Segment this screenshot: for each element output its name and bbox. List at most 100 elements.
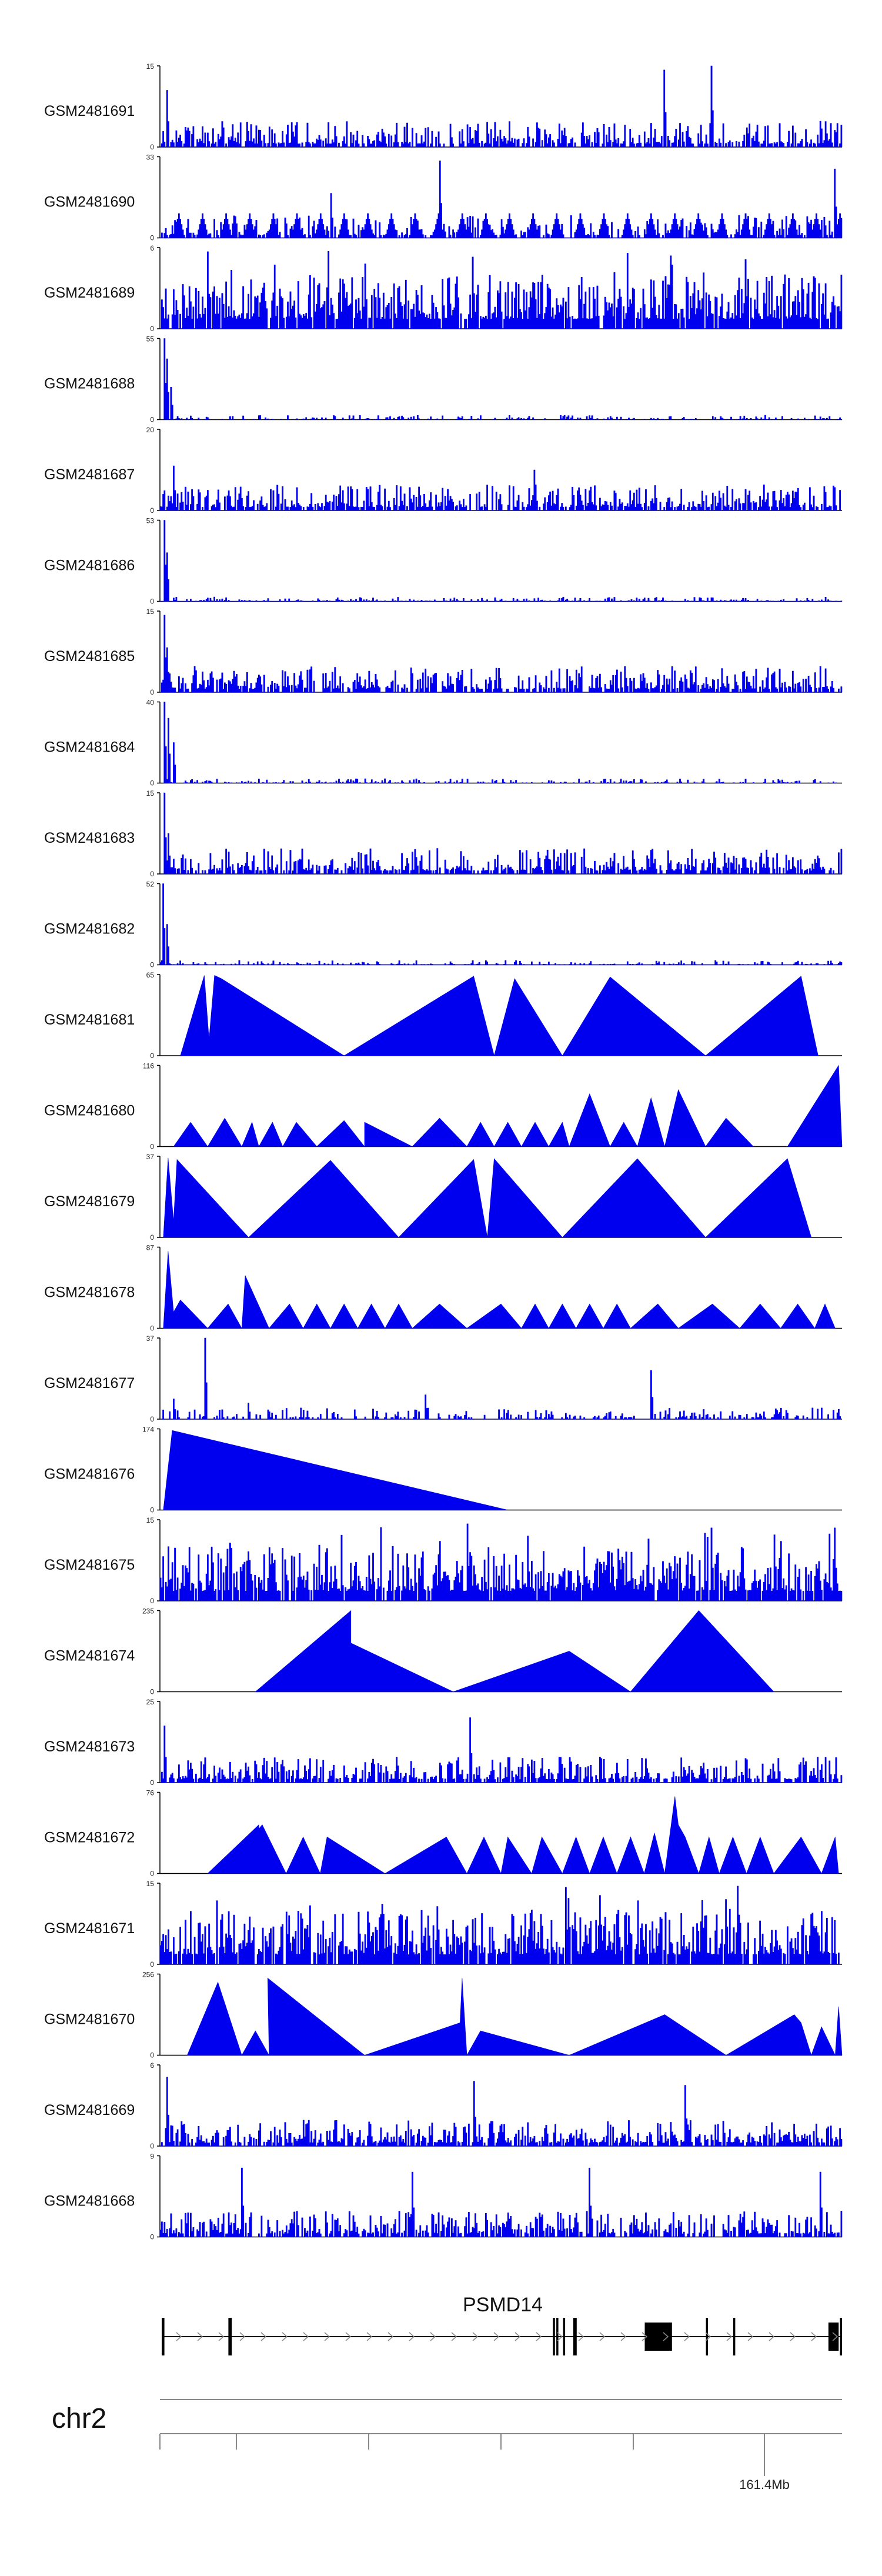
- track-label: GSM2481686: [44, 558, 135, 574]
- track-coverage-area: [160, 702, 842, 783]
- track-ymax-label: 116: [143, 1062, 154, 1070]
- track-ymax-label: 37: [146, 1334, 155, 1343]
- strand-arrow-icon: [366, 2332, 373, 2341]
- track-ymin-label: 0: [150, 598, 154, 606]
- track-label: GSM2481682: [44, 921, 135, 937]
- track-ymax-label: 15: [146, 62, 155, 71]
- strand-arrow-icon: [282, 2332, 288, 2341]
- chromosome-axis: chr2 161.4Mb: [52, 2399, 842, 2492]
- strand-arrow-icon: [620, 2332, 627, 2341]
- track-ymax-label: 174: [142, 1426, 154, 1434]
- track-GSM2481687: GSM2481687 20 0: [44, 426, 842, 515]
- track-coverage-area: [180, 975, 818, 1057]
- track-ymin-label: 0: [150, 1688, 154, 1696]
- position-label: 161.4Mb: [739, 2477, 790, 2492]
- strand-arrow-icon: [747, 2332, 754, 2341]
- strand-arrow-icon: [769, 2332, 775, 2341]
- track-label: GSM2481683: [44, 830, 135, 846]
- track-ymax-label: 76: [146, 1789, 155, 1797]
- gene-exon: [556, 2318, 559, 2355]
- strand-arrow-icon: [811, 2332, 817, 2341]
- track-coverage-area: [255, 1610, 774, 1692]
- track-coverage-area: [160, 65, 843, 148]
- track-label: GSM2481673: [44, 1739, 135, 1755]
- track-label: GSM2481671: [44, 1920, 135, 1937]
- track-ymax-label: 53: [146, 517, 155, 525]
- track-ymax-label: 65: [146, 971, 155, 979]
- track-ymin-label: 0: [150, 143, 154, 151]
- track-ymin-label: 0: [150, 325, 154, 333]
- strand-arrow-icon: [409, 2332, 415, 2341]
- track-label: GSM2481681: [44, 1012, 135, 1028]
- track-ymin-label: 0: [150, 1778, 154, 1787]
- track-ymax-label: 15: [146, 789, 155, 798]
- track-coverage-area: [163, 1251, 836, 1329]
- gene-exons: [162, 2318, 842, 2355]
- track-ymax-label: 20: [146, 426, 155, 434]
- track-ymax-label: 256: [142, 1971, 154, 1979]
- strand-arrow-icon: [642, 2332, 648, 2341]
- track-coverage-area: [163, 1430, 508, 1510]
- track-label: GSM2481687: [44, 466, 135, 483]
- gene-exon: [229, 2318, 232, 2355]
- track-ymax-label: 9: [150, 2153, 154, 2161]
- track-label: GSM2481677: [44, 1375, 135, 1392]
- strand-arrow-icon: [790, 2332, 796, 2341]
- track-coverage-area: [160, 1717, 843, 1783]
- track-GSM2481685: GSM2481685 15 0: [44, 608, 843, 696]
- track-ymax-label: 235: [142, 1607, 154, 1616]
- strand-arrow-icon: [387, 2332, 394, 2341]
- track-ymin-label: 0: [150, 1143, 154, 1151]
- track-label: GSM2481670: [44, 2011, 135, 2028]
- track-coverage-area: [159, 1523, 843, 1601]
- track-ymax-label: 87: [146, 1244, 155, 1252]
- genome-axis-ticks: [159, 2434, 765, 2450]
- gene-exon: [733, 2318, 736, 2355]
- strand-arrow-icon: [726, 2332, 733, 2341]
- strand-arrow-icon: [832, 2332, 838, 2341]
- strand-arrow-icon: [684, 2332, 690, 2341]
- track-ymax-label: 15: [146, 608, 155, 616]
- chromosome-label: chr2: [52, 2403, 106, 2434]
- strand-arrow-icon: [239, 2332, 246, 2341]
- gene-exon: [553, 2318, 555, 2355]
- track-GSM2481680: GSM2481680 116 0: [44, 1062, 843, 1151]
- strand-arrow-icon: [176, 2332, 182, 2341]
- track-coverage-area: [160, 792, 843, 875]
- track-ymin-label: 0: [150, 1052, 154, 1060]
- track-GSM2481678: GSM2481678 87 0: [44, 1244, 842, 1333]
- track-ymax-label: 25: [146, 1698, 155, 1706]
- track-ymax-label: 6: [150, 2061, 154, 2070]
- track-label: GSM2481685: [44, 648, 135, 665]
- track-coverage-area: [173, 1065, 843, 1147]
- track-ymin-label: 0: [150, 2051, 154, 2060]
- strand-arrow-icon: [493, 2332, 500, 2341]
- gene-annotation-track: PSMD14: [162, 2294, 842, 2355]
- gene-exon: [162, 2318, 165, 2355]
- track-label: GSM2481679: [44, 1193, 135, 1210]
- track-ymin-label: 0: [150, 2233, 154, 2241]
- track-ymax-label: 15: [146, 1880, 155, 1888]
- track-GSM2481691: GSM2481691 15 0: [44, 62, 843, 151]
- track-coverage-area: [160, 520, 843, 602]
- track-ymax-label: 55: [146, 335, 155, 343]
- gene-exon: [573, 2318, 577, 2355]
- track-label: GSM2481684: [44, 739, 135, 756]
- gene-exon: [840, 2318, 842, 2355]
- strand-arrow-icon: [451, 2332, 457, 2341]
- track-label: GSM2481669: [44, 2102, 135, 2118]
- track-ymin-label: 0: [150, 1233, 154, 1242]
- strand-arrow-icon: [705, 2332, 711, 2341]
- track-ymin-label: 0: [150, 1506, 154, 1514]
- track-ymin-label: 0: [150, 1597, 154, 1605]
- track-GSM2481676: GSM2481676 174 0: [44, 1426, 842, 1514]
- track-ymin-label: 0: [150, 1324, 154, 1333]
- track-ymin-label: 0: [150, 1415, 154, 1423]
- track-label: GSM2481668: [44, 2193, 135, 2210]
- track-GSM2481670: GSM2481670 256 0: [44, 1971, 843, 2060]
- track-coverage-area: [159, 883, 843, 965]
- track-label: GSM2481675: [44, 1557, 135, 1573]
- strand-arrow-icon: [514, 2332, 521, 2341]
- track-GSM2481682: GSM2481682 52 0: [44, 880, 843, 969]
